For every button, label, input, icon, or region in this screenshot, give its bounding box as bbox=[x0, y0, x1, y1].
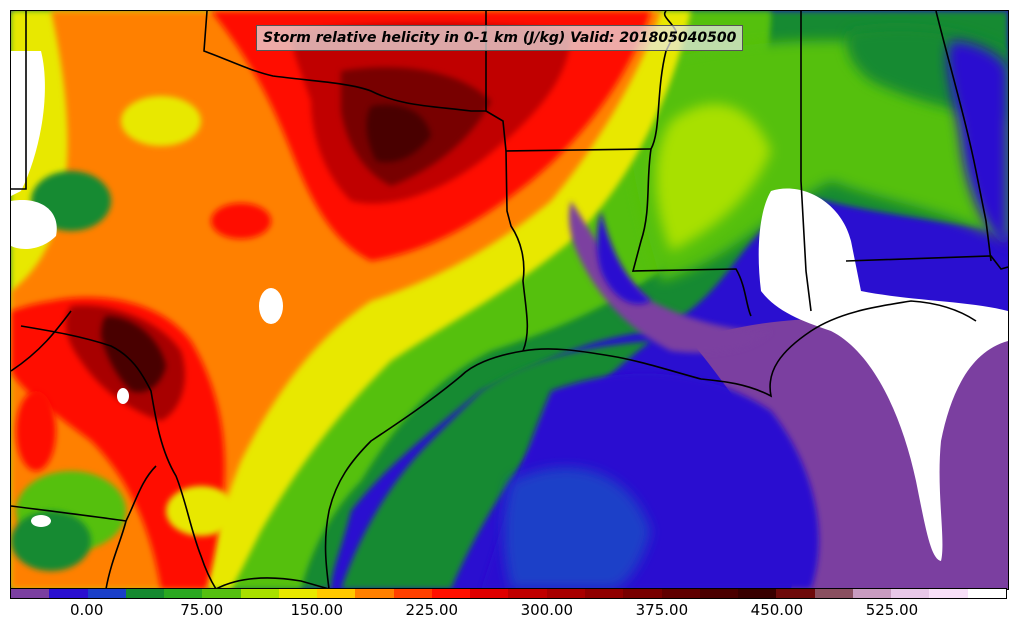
colorbar-segment bbox=[278, 589, 318, 598]
colorbar-segment bbox=[891, 589, 930, 598]
colorbar-segment bbox=[470, 589, 509, 598]
colorbar-segment bbox=[49, 589, 88, 598]
colorbar-ticks: 0.00 75.00 150.00 225.00 300.00 375.00 450.00 5… bbox=[10, 601, 1007, 631]
colorbar-segment bbox=[967, 589, 1006, 598]
mx-border-4 bbox=[215, 577, 330, 589]
colorbar-segment bbox=[852, 589, 892, 598]
colorbar-tick-label: 450.00 bbox=[750, 601, 804, 619]
colorbar-tick-label: 300.00 bbox=[520, 601, 574, 619]
colorbar-segment bbox=[202, 589, 241, 598]
helicity-map: Storm relative helicity in 0-1 km (J/kg)… bbox=[10, 10, 1009, 590]
colorbar-segment bbox=[776, 589, 815, 598]
tx-coast bbox=[324, 350, 524, 589]
fl-al-border bbox=[845, 255, 1008, 270]
colorbar-segment bbox=[699, 589, 739, 598]
colorbar-segment bbox=[508, 589, 547, 598]
ms-la-border bbox=[631, 148, 752, 317]
field-core-north bbox=[366, 104, 431, 163]
colorbar-segment bbox=[355, 589, 394, 598]
map-canvas bbox=[11, 11, 1008, 589]
field-yellow-patch bbox=[121, 96, 201, 146]
field-blue-la bbox=[596, 211, 651, 305]
colorbar-segment bbox=[393, 589, 432, 598]
rio-grande bbox=[20, 325, 217, 589]
ar-la-border bbox=[505, 148, 652, 152]
mx-border-2 bbox=[11, 505, 127, 522]
field-core-west bbox=[101, 316, 166, 393]
field-white-spot bbox=[259, 288, 283, 324]
field-blue2-gulf bbox=[503, 467, 651, 589]
colorbar-segment bbox=[546, 589, 585, 598]
colorbar-segment bbox=[11, 589, 50, 598]
field-yellow-patch-2 bbox=[166, 486, 236, 536]
ms-river bbox=[650, 11, 677, 150]
colorbar-segment bbox=[431, 589, 471, 598]
field-white-florida bbox=[758, 188, 1008, 561]
colorbar-segment bbox=[87, 589, 126, 598]
field-red-patch-2 bbox=[16, 391, 56, 471]
gulf-coast bbox=[522, 300, 977, 398]
colorbar-segment bbox=[125, 589, 165, 598]
field-white-w bbox=[11, 200, 57, 249]
colorbar-tick-label: 225.00 bbox=[405, 601, 459, 619]
field-white-spot-2 bbox=[117, 388, 129, 404]
colorbar-tick-label: 150.00 bbox=[290, 601, 344, 619]
colorbar-segment bbox=[240, 589, 279, 598]
colorbar-segment bbox=[814, 589, 853, 598]
colorbar-segment bbox=[738, 589, 777, 598]
al-ga-border bbox=[935, 11, 992, 262]
colorbar-tick-label: 75.00 bbox=[180, 601, 224, 619]
boundaries bbox=[11, 11, 1008, 589]
colorbar-segment bbox=[164, 589, 203, 598]
nm-border bbox=[11, 11, 27, 190]
colorbar-segment bbox=[929, 589, 968, 598]
tx-la-ar-border bbox=[485, 11, 529, 352]
mx-border-3 bbox=[11, 310, 72, 372]
colorbar bbox=[10, 588, 1007, 599]
field-yellowgreen-east bbox=[656, 104, 771, 251]
field-white-nw bbox=[11, 51, 45, 196]
colorbar-tick-label: 0.00 bbox=[69, 601, 104, 619]
field-white-spot-3 bbox=[31, 515, 51, 527]
colorbar-tick-label: 525.00 bbox=[865, 601, 919, 619]
field-green-patch-sw bbox=[11, 511, 91, 571]
field-blue-ne bbox=[947, 41, 1008, 251]
colorbar-segment bbox=[317, 589, 356, 598]
colorbar-segment bbox=[623, 589, 662, 598]
map-title: Storm relative helicity in 0-1 km (J/kg)… bbox=[256, 25, 744, 51]
ok-tx-border bbox=[203, 11, 486, 112]
field-red-patch-1 bbox=[211, 203, 271, 239]
colorbar-segment bbox=[584, 589, 624, 598]
ms-al-border bbox=[800, 11, 812, 312]
colorbar-segment bbox=[661, 589, 700, 598]
colorbar-tick-label: 375.00 bbox=[635, 601, 689, 619]
field-lime-east bbox=[628, 40, 1008, 281]
